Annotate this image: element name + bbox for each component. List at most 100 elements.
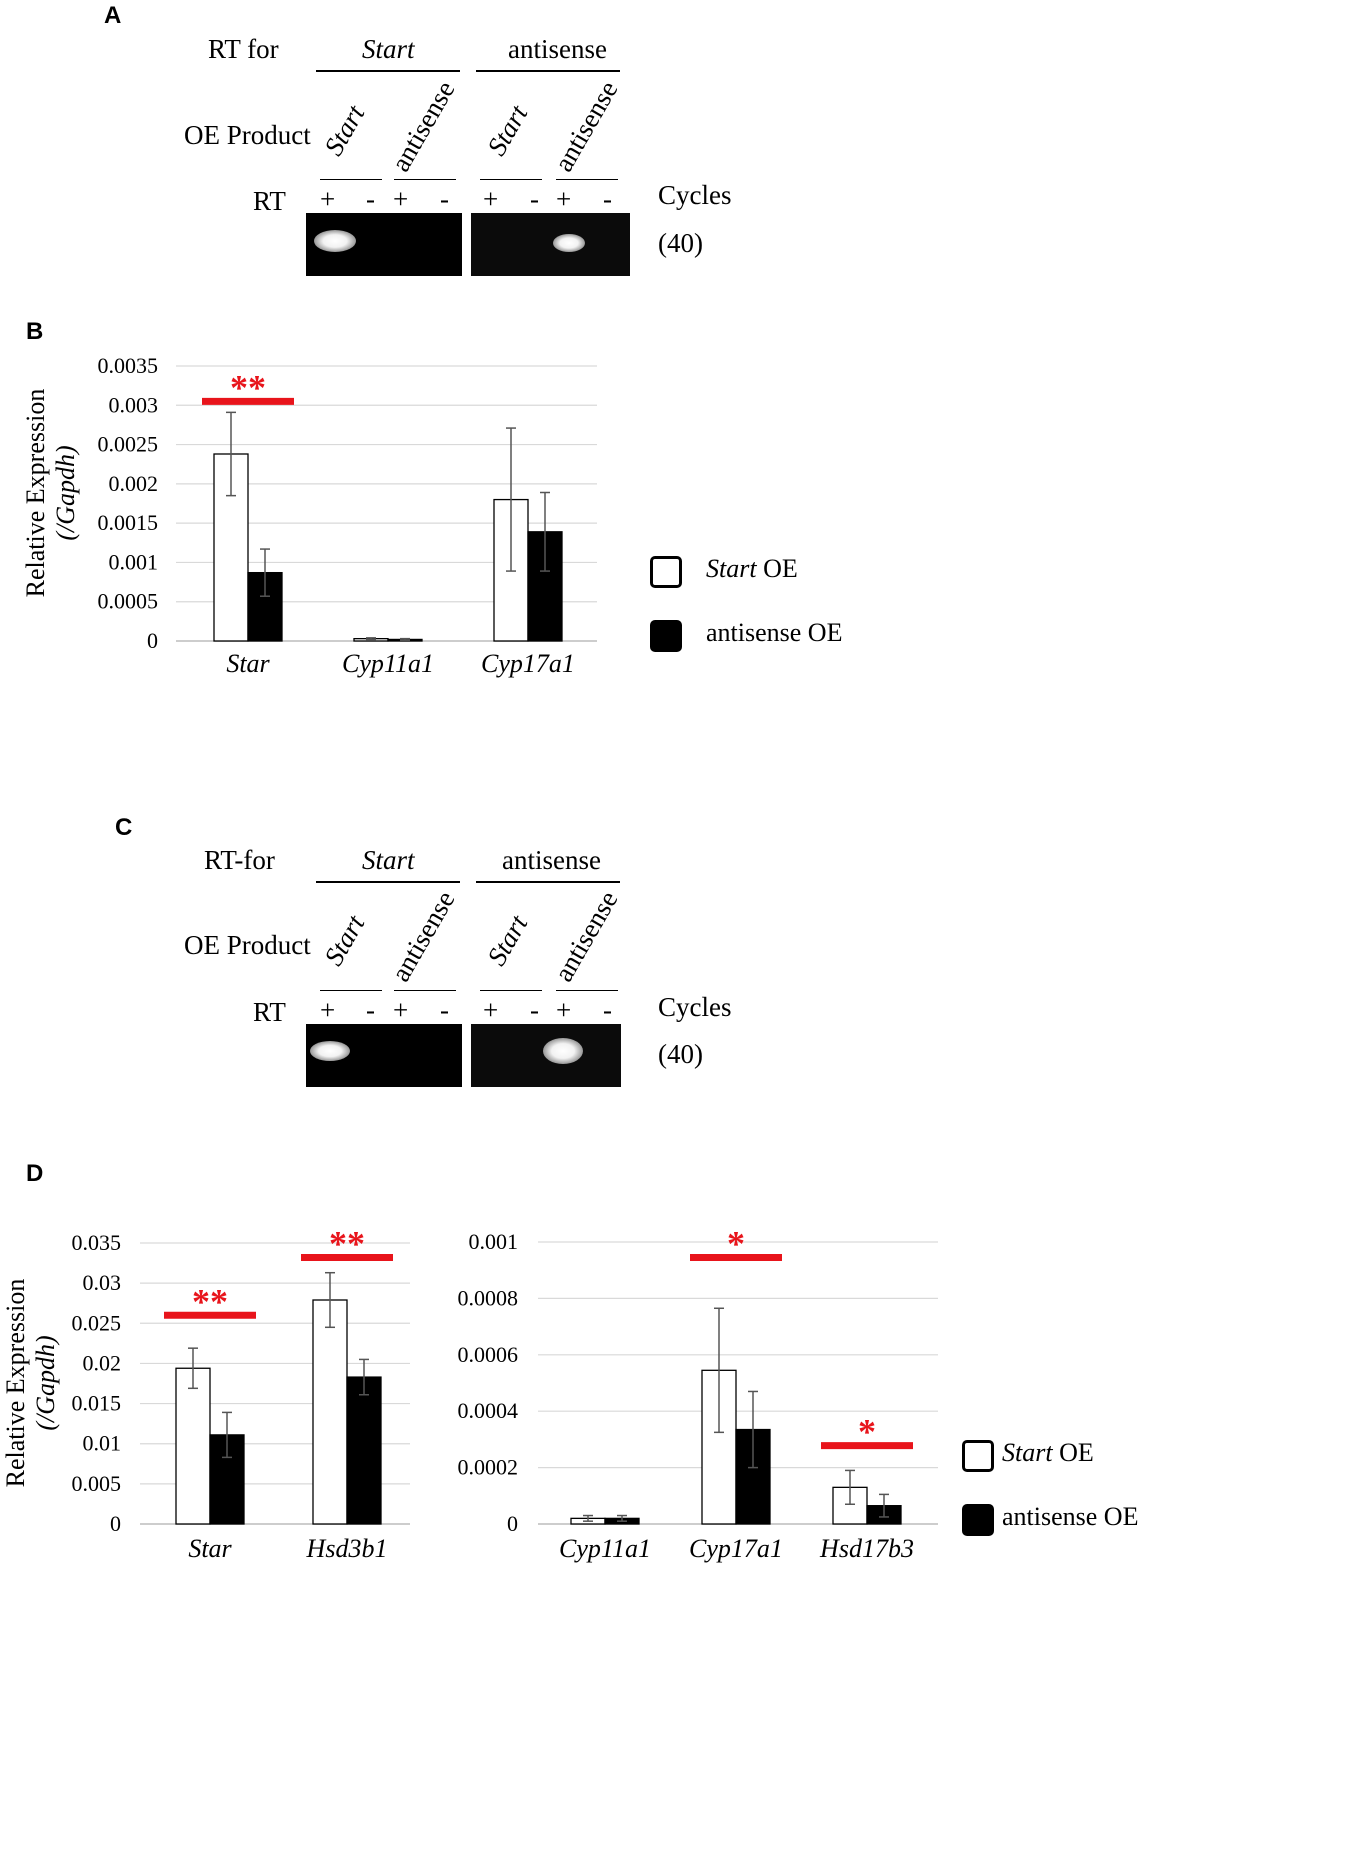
oe-underline-3 bbox=[480, 990, 542, 991]
gel-image-left bbox=[306, 1024, 462, 1087]
chart-d-right: 0 0.0002 0.0004 0.0006 0.0008 0.001 Cyp11a1 Cyp… bbox=[458, 1224, 938, 1563]
legend-swatch-black bbox=[650, 620, 682, 652]
oe-product-3: Start bbox=[481, 100, 534, 161]
rt-for-label: RT-for bbox=[204, 845, 275, 875]
oe-underline-1 bbox=[320, 179, 382, 180]
y-tick-label: 0.001 bbox=[469, 1229, 519, 1254]
oe-product-3: Start bbox=[481, 910, 534, 971]
legend-label: antisense OE bbox=[1002, 1502, 1139, 1531]
category-label: Cyp17a1 bbox=[481, 649, 575, 678]
significance-stars: * bbox=[858, 1412, 876, 1452]
oe-product-1: Start bbox=[318, 100, 371, 161]
y-tick-label: 0.002 bbox=[109, 471, 159, 496]
panel-d-letter: D bbox=[26, 1160, 44, 1187]
cycles-label: Cycles bbox=[658, 180, 732, 210]
category-label: Cyp17a1 bbox=[689, 1534, 783, 1563]
rt-target-start: Start bbox=[362, 845, 415, 875]
oe-product-1: Start bbox=[318, 910, 371, 971]
chart-d-left: 0 0.005 0.01 0.015 0.02 0.025 0.03 0.035 Relativ… bbox=[1, 1223, 410, 1563]
y-tick-label: 0.02 bbox=[83, 1350, 122, 1375]
rt-target-antisense: antisense bbox=[502, 845, 601, 875]
oe-underline-4 bbox=[556, 179, 618, 180]
y-axis-label: Relative Expression bbox=[21, 389, 50, 598]
gel-band bbox=[553, 234, 585, 252]
rt-row-label: RT bbox=[253, 997, 286, 1027]
rt-sign-7: + bbox=[556, 995, 572, 1025]
legend-swatch-white bbox=[962, 1440, 994, 1472]
cycles-value: (40) bbox=[658, 1039, 703, 1069]
category-label: Hsd17b3 bbox=[819, 1534, 914, 1563]
y-axis-label-unit: (/Gapdh) bbox=[51, 445, 80, 540]
oe-underline-1 bbox=[320, 990, 382, 991]
y-tick-label: 0.01 bbox=[83, 1431, 122, 1456]
category-label: Star bbox=[188, 1534, 232, 1563]
panel-a-letter: A bbox=[104, 2, 122, 29]
cycles-label: Cycles bbox=[658, 992, 732, 1022]
rt-sign-2: - bbox=[366, 184, 375, 214]
cycles-value: (40) bbox=[658, 228, 703, 258]
rt-sign-1: + bbox=[320, 995, 336, 1025]
chart-b: 0 0.0005 0.001 0.0015 0.002 0.0025 0.003 0.0035… bbox=[21, 353, 597, 678]
legend-label: antisense OE bbox=[706, 618, 843, 647]
y-axis-label: Relative Expression bbox=[1, 1279, 30, 1488]
y-tick-label: 0.001 bbox=[109, 549, 159, 574]
rt-antisense-underline bbox=[476, 70, 620, 72]
gel-image-right bbox=[471, 213, 630, 276]
oe-underline-2 bbox=[394, 990, 456, 991]
y-tick-label: 0.003 bbox=[109, 392, 159, 417]
legend-swatch-white bbox=[650, 556, 682, 588]
rt-for-label: RT for bbox=[208, 34, 279, 64]
y-tick-label: 0.0006 bbox=[458, 1342, 519, 1367]
rt-sign-5: + bbox=[483, 184, 499, 214]
oe-underline-4 bbox=[556, 990, 618, 991]
rt-sign-5: + bbox=[483, 995, 499, 1025]
rt-sign-6: - bbox=[530, 184, 539, 214]
gel-band bbox=[310, 1041, 350, 1061]
rt-sign-1: + bbox=[320, 184, 336, 214]
category-label: Cyp11a1 bbox=[342, 649, 434, 678]
rt-sign-8: - bbox=[603, 995, 612, 1025]
bar-start-oe bbox=[312, 1299, 348, 1525]
y-tick-label: 0.025 bbox=[72, 1310, 122, 1335]
y-tick-label: 0.0008 bbox=[458, 1285, 519, 1310]
panel-b-letter: B bbox=[26, 318, 44, 345]
y-tick-label: 0.0002 bbox=[458, 1455, 519, 1480]
y-tick-label: 0.015 bbox=[72, 1391, 122, 1416]
significance-stars: ** bbox=[192, 1281, 228, 1321]
oe-product-2: antisense bbox=[385, 75, 461, 177]
y-tick-label: 0 bbox=[147, 628, 158, 653]
rt-sign-4: - bbox=[440, 995, 449, 1025]
gel-image-right bbox=[471, 1024, 621, 1087]
y-tick-label: 0.035 bbox=[72, 1230, 122, 1255]
rt-sign-6: - bbox=[530, 995, 539, 1025]
rt-start-underline bbox=[316, 70, 460, 72]
rt-antisense-underline bbox=[476, 881, 620, 883]
rt-sign-8: - bbox=[603, 184, 612, 214]
legend-label: Start OE bbox=[1002, 1438, 1094, 1467]
y-tick-label: 0.03 bbox=[83, 1270, 122, 1295]
y-axis-label-unit: (/Gapdh) bbox=[31, 1335, 60, 1430]
legend-swatch-black bbox=[962, 1504, 994, 1536]
category-label: Cyp11a1 bbox=[559, 1534, 651, 1563]
oe-product-2: antisense bbox=[385, 885, 461, 987]
bar-start-oe bbox=[175, 1367, 211, 1525]
rt-target-antisense: antisense bbox=[508, 34, 607, 64]
gel-band bbox=[314, 230, 356, 252]
y-tick-label: 0.0025 bbox=[98, 432, 159, 457]
rt-sign-3: + bbox=[393, 995, 409, 1025]
oe-product-4: antisense bbox=[548, 75, 624, 177]
gel-band bbox=[543, 1038, 583, 1064]
oe-underline-3 bbox=[480, 179, 542, 180]
oe-product-label: OE Product bbox=[184, 120, 311, 150]
rt-start-underline bbox=[316, 881, 460, 883]
category-label: Star bbox=[226, 649, 270, 678]
y-tick-label: 0 bbox=[507, 1511, 518, 1536]
oe-product-label: OE Product bbox=[184, 930, 311, 960]
rt-sign-2: - bbox=[366, 995, 375, 1025]
gel-image-left bbox=[306, 213, 462, 276]
y-tick-label: 0.005 bbox=[72, 1471, 122, 1496]
rt-row-label: RT bbox=[253, 186, 286, 216]
oe-underline-2 bbox=[394, 179, 456, 180]
oe-product-4: antisense bbox=[548, 885, 624, 987]
bar-antisense-oe bbox=[346, 1376, 382, 1525]
